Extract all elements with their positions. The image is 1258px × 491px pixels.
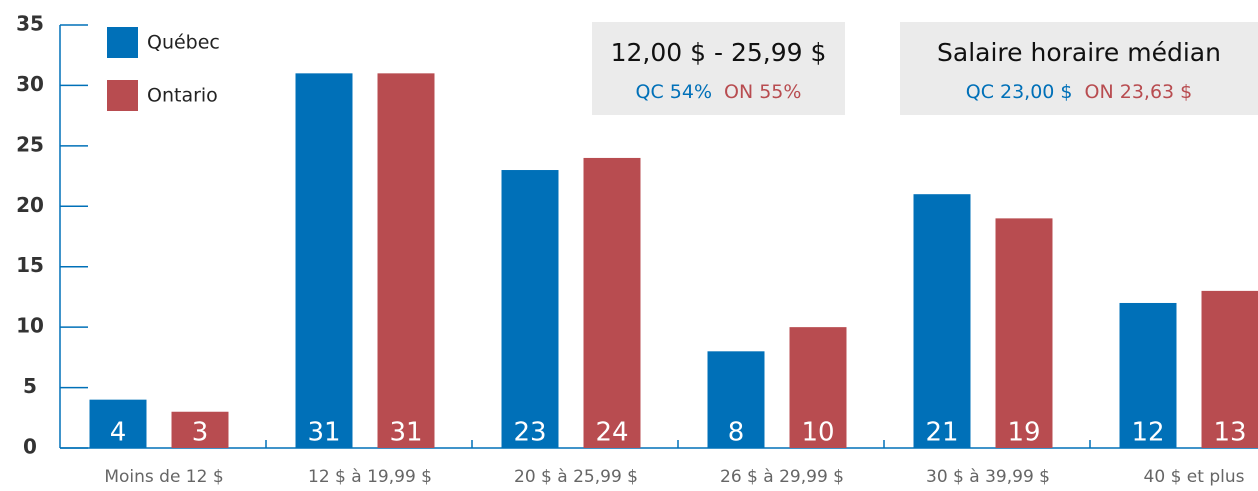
data-label: 8	[728, 418, 745, 448]
bar	[583, 157, 641, 448]
legend-label: Québec	[147, 32, 220, 54]
data-label: 3	[192, 418, 209, 448]
data-label: 31	[307, 418, 340, 448]
bar	[789, 327, 847, 448]
y-tick-label: 25	[16, 132, 44, 156]
x-tick-label: 40 $ et plus	[1144, 467, 1245, 487]
annotation-item: ON 23,63 $	[1085, 81, 1193, 103]
bar	[707, 351, 765, 448]
legend-swatch	[107, 27, 138, 58]
y-tick-label: 30	[16, 72, 44, 96]
bar	[995, 218, 1053, 448]
x-tick-label: 30 $ à 39,99 $	[926, 467, 1050, 487]
x-tick-label: 26 $ à 29,99 $	[720, 467, 844, 487]
bar	[913, 194, 971, 448]
y-tick-label: 0	[23, 435, 37, 459]
y-tick-label: 10	[16, 314, 44, 338]
bar	[295, 73, 353, 448]
bar	[1119, 302, 1177, 448]
annotation-item: QC 54%	[636, 81, 713, 103]
annotation-title: 12,00 $ - 25,99 $	[611, 38, 827, 67]
annotation-line: QC 23,00 $ ON 23,63 $	[966, 81, 1193, 103]
bar	[1201, 290, 1258, 448]
x-tick-label: 20 $ à 25,99 $	[514, 467, 638, 487]
data-label: 10	[801, 418, 834, 448]
x-tick-label: 12 $ à 19,99 $	[308, 467, 432, 487]
y-tick-label: 35	[16, 12, 44, 36]
bar	[89, 399, 147, 448]
y-tick-label: 15	[16, 253, 44, 277]
bar	[171, 411, 229, 448]
bar	[377, 73, 435, 448]
x-tick-label: Moins de 12 $	[104, 467, 223, 487]
data-label: 31	[389, 418, 422, 448]
legend-swatch	[107, 80, 138, 111]
data-label: 23	[513, 418, 546, 448]
annotation-item: ON 55%	[724, 81, 801, 103]
legend-label: Ontario	[147, 85, 218, 107]
annotation-box	[592, 22, 845, 115]
data-label: 21	[925, 418, 958, 448]
bar	[501, 170, 559, 448]
annotation-line: QC 54% ON 55%	[636, 81, 802, 103]
y-tick-label: 5	[23, 374, 37, 398]
annotation-item: QC 23,00 $	[966, 81, 1073, 103]
data-label: 4	[110, 418, 127, 448]
data-label: 12	[1131, 418, 1164, 448]
data-label: 24	[595, 418, 628, 448]
annotation-box	[900, 22, 1258, 115]
data-label: 19	[1007, 418, 1040, 448]
data-label: 13	[1213, 418, 1246, 448]
y-tick-label: 20	[16, 193, 44, 217]
annotation-title: Salaire horaire médian	[937, 38, 1221, 67]
